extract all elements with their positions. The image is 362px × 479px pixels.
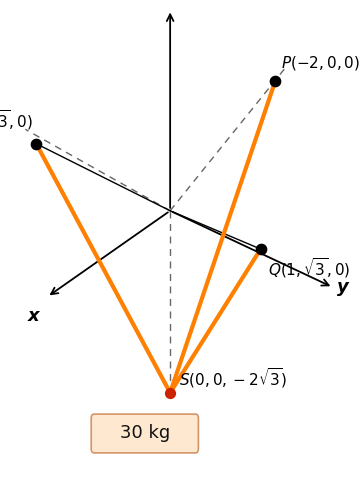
Text: 30 kg: 30 kg bbox=[120, 424, 170, 443]
Text: y: y bbox=[337, 278, 348, 297]
Text: $R(1, -\sqrt{3}, 0)$: $R(1, -\sqrt{3}, 0)$ bbox=[0, 108, 33, 132]
Point bbox=[167, 389, 173, 397]
Text: $S(0, 0, -2\sqrt{3})$: $S(0, 0, -2\sqrt{3})$ bbox=[179, 366, 288, 390]
Text: x: x bbox=[28, 307, 40, 325]
Point bbox=[272, 78, 278, 85]
Text: $Q(1, \sqrt{3}, 0)$: $Q(1, \sqrt{3}, 0)$ bbox=[268, 256, 350, 280]
Point bbox=[258, 245, 264, 253]
FancyBboxPatch shape bbox=[91, 414, 198, 453]
Text: $P(-2, 0, 0)$: $P(-2, 0, 0)$ bbox=[281, 54, 360, 72]
Point bbox=[33, 140, 39, 148]
Text: z: z bbox=[165, 0, 176, 2]
